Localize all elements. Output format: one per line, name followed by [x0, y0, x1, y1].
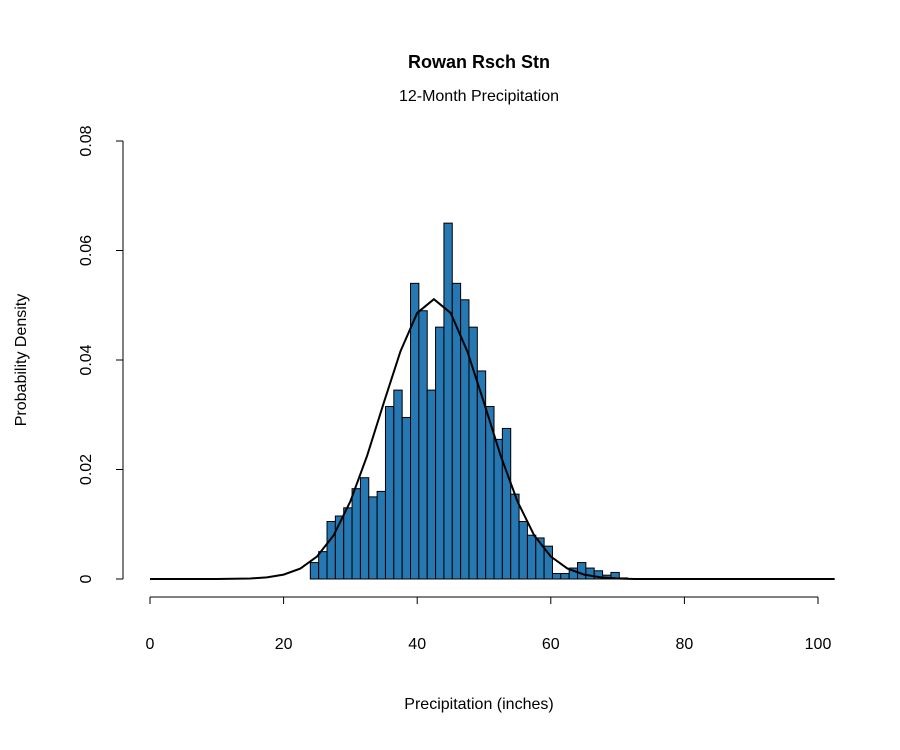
x-tick-label: 100: [805, 636, 832, 653]
x-axis-label: Precipitation (inches): [404, 696, 553, 713]
histogram-bar: [543, 545, 553, 580]
histogram-bar: [359, 477, 370, 580]
histogram-bar: [501, 427, 512, 580]
y-tick-label: 0.08: [78, 125, 95, 156]
chart-title: Rowan Rsch Stn: [408, 52, 550, 72]
histogram-bar: [426, 389, 437, 580]
histogram-bar: [585, 567, 595, 580]
histogram-bar: [309, 562, 320, 580]
density-curve: [150, 297, 835, 580]
y-tick-label: 0.06: [78, 235, 95, 266]
histogram-bar: [551, 573, 562, 580]
histogram-bar: [518, 521, 528, 580]
x-tick-label: 20: [275, 636, 293, 653]
x-tick-label: 0: [146, 636, 155, 653]
y-tick-label: 0.04: [78, 344, 95, 375]
histogram-bar: [435, 326, 445, 580]
histogram-bar: [393, 389, 403, 580]
histogram-bar: [418, 310, 428, 580]
histogram-bar: [510, 493, 520, 580]
histogram-bar: [443, 222, 453, 580]
histogram-bar: [343, 507, 353, 580]
x-tick-label: 60: [542, 636, 560, 653]
histogram-bar: [560, 573, 570, 580]
y-axis-label: Probability Density: [13, 294, 30, 427]
histogram-bar: [577, 562, 587, 580]
histogram-bar: [526, 534, 537, 580]
histogram-bar: [376, 490, 386, 580]
histogram-bar: [368, 496, 378, 580]
histogram-bar: [351, 488, 361, 580]
histogram-bar: [318, 551, 328, 580]
histogram-bar: [493, 438, 503, 580]
y-tick-label: 0: [78, 574, 95, 583]
histogram-bar: [460, 299, 470, 580]
x-tick-label: 40: [408, 636, 426, 653]
histogram-bar: [384, 406, 395, 580]
chart-subtitle: 12-Month Precipitation: [399, 88, 559, 105]
histogram-bar: [326, 521, 336, 580]
histogram-bar: [468, 326, 478, 580]
x-tick-label: 80: [676, 636, 694, 653]
histogram-bar: [401, 416, 412, 580]
y-tick-label: 0.02: [78, 454, 95, 485]
